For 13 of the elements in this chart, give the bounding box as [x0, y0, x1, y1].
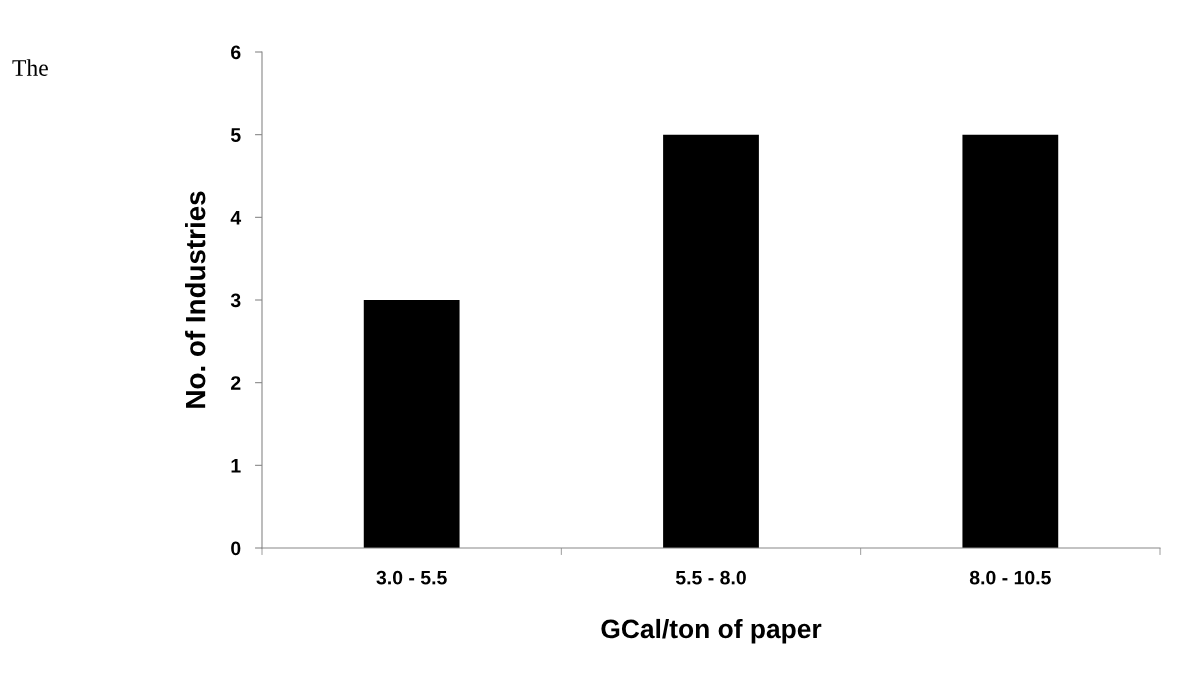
x-tick-label: 3.0 - 5.5 — [376, 570, 447, 585]
x-axis-title: GCal/ton of paper — [601, 618, 822, 644]
y-tick-label: 4 — [230, 211, 242, 225]
x-tick-label: 8.0 - 10.5 — [969, 570, 1051, 585]
y-tick-label: 0 — [231, 541, 241, 556]
y-tick-label: 3 — [230, 293, 241, 308]
y-tick-label: 6 — [231, 45, 241, 60]
text: The — [12, 59, 48, 76]
y-tick-label: 2 — [231, 376, 241, 390]
x-tick-label: 5.5 - 8.0 — [675, 570, 746, 585]
y-axis-title: No. of Industries — [185, 191, 206, 408]
y-tick-label: 5 — [230, 128, 241, 142]
y-tick-label: 1 — [231, 459, 241, 473]
